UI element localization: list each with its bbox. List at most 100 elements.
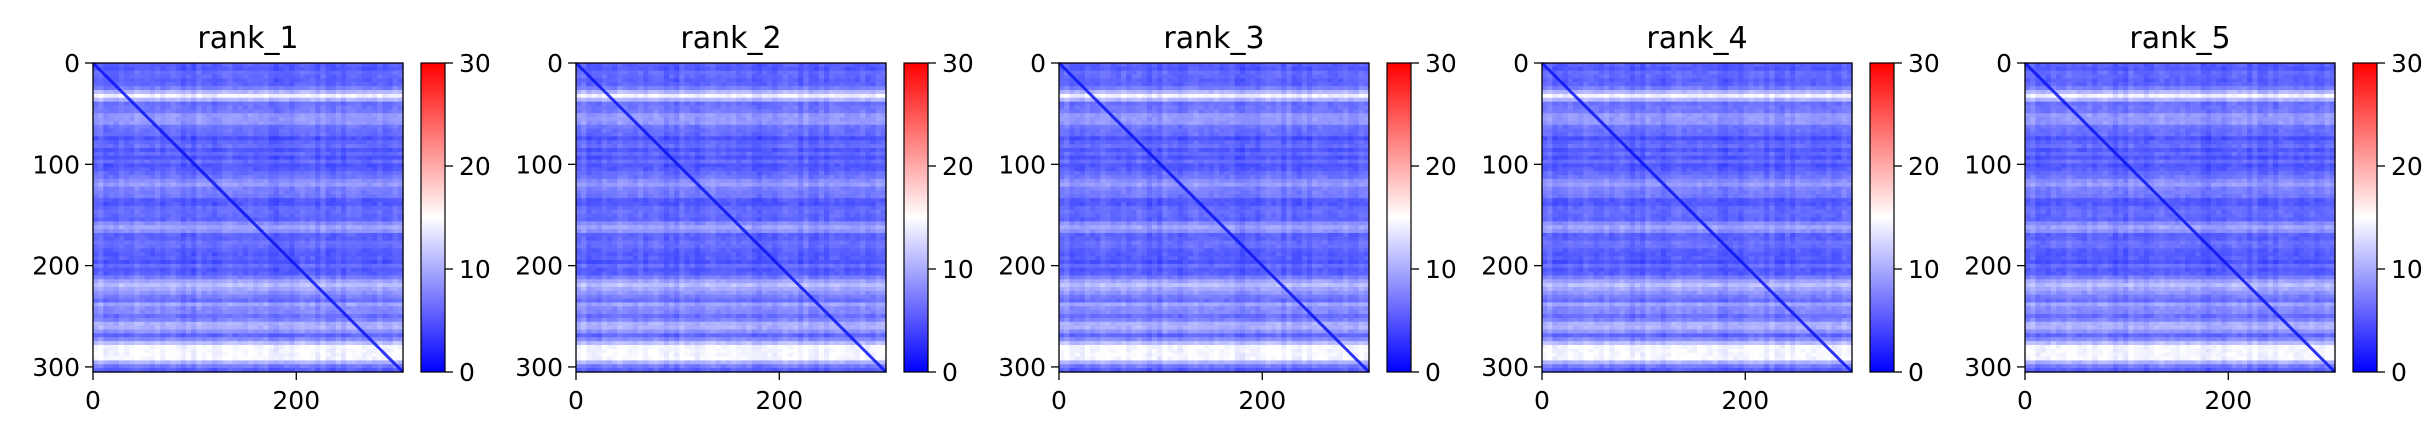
heatmap-cell [269,295,275,299]
heatmap-cell [253,121,259,125]
heatmap-cell [351,314,357,318]
heatmap-cell [165,125,171,129]
heatmap-cell [300,125,306,129]
heatmap-cell [248,225,254,229]
heatmap-cell [326,98,332,102]
heatmap-cell [140,252,146,256]
heatmap-cell [212,194,218,198]
heatmap-cell [300,121,306,125]
heatmap-cell [150,160,156,164]
heatmap-cell [258,152,264,156]
heatmap-cell [367,353,373,357]
heatmap-cell [305,345,311,349]
heatmap-cell [289,71,295,75]
heatmap-cell [109,330,115,334]
heatmap-cell [140,264,146,268]
heatmap-cell [176,78,182,82]
heatmap-cell [176,86,182,90]
heatmap-cell [326,260,332,264]
heatmap-cell [233,272,239,276]
heatmap-cell [93,330,99,334]
heatmap-panel: rank_10 2000100200300 0102030 [32,21,491,415]
heatmap-cell [222,160,228,164]
heatmap-cell [382,94,388,98]
heatmap-cell [248,133,254,137]
heatmap-cell [341,245,347,249]
heatmap-cell [160,194,166,198]
heatmap-cell [357,275,363,279]
heatmap-cell [377,330,383,334]
heatmap-cell [119,113,125,117]
heatmap-cell [372,272,378,276]
heatmap-cell [217,283,223,287]
heatmap-cell [326,248,332,252]
heatmap-cell [654,71,660,75]
heatmap-cell [217,341,223,345]
heatmap-cell [341,167,347,171]
heatmap-cell [300,260,306,264]
heatmap-cell [217,330,223,334]
heatmap-cell [181,349,187,353]
heatmap-cell [124,171,130,175]
heatmap-cell [181,299,187,303]
heatmap-cell [279,144,285,148]
heatmap-cell [186,299,192,303]
heatmap-cell [279,287,285,291]
heatmap-cell [129,333,135,337]
heatmap-cell [388,306,394,310]
heatmap-cell [336,140,342,144]
heatmap-cell [238,245,244,249]
heatmap-cell [388,283,394,287]
heatmap-cell [129,314,135,318]
heatmap-cell [253,241,259,245]
heatmap-cell [393,326,399,330]
heatmap-cell [222,67,228,71]
heatmap-cell [124,349,130,353]
heatmap-cell [207,202,213,206]
heatmap-cell [274,175,280,179]
heatmap-cell [160,252,166,256]
heatmap-cell [196,105,202,109]
heatmap-cell [320,183,326,187]
heatmap-cell [300,229,306,233]
heatmap-cell [315,206,321,210]
heatmap-cell [274,90,280,94]
heatmap-cell [326,67,332,71]
heatmap-cell [124,318,130,322]
heatmap-cell [295,163,301,167]
heatmap-cell [341,233,347,237]
heatmap-cell [129,291,135,295]
heatmap-cell [212,353,218,357]
heatmap-cell [284,264,290,268]
heatmap-cell [315,210,321,214]
heatmap-cell [171,125,177,129]
heatmap-cell [103,86,109,90]
heatmap-cell [160,341,166,345]
heatmap-cell [372,140,378,144]
heatmap-cell [367,206,373,210]
heatmap-cell [341,299,347,303]
heatmap-cell [351,357,357,361]
heatmap-cell [289,210,295,214]
heatmap-cell [372,113,378,117]
heatmap-cell [181,272,187,276]
heatmap-cell [341,175,347,179]
heatmap-cell [331,295,337,299]
heatmap-cell [377,206,383,210]
heatmap-cell [160,357,166,361]
heatmap-cell [253,210,259,214]
heatmap-cell [300,98,306,102]
heatmap-cell [238,202,244,206]
heatmap-cell [695,63,701,67]
heatmap-cell [171,86,177,90]
heatmap-cell [264,330,270,334]
heatmap-cell [336,214,342,218]
heatmap-cell [119,272,125,276]
heatmap-cell [222,75,228,79]
heatmap-cell [124,256,130,260]
heatmap-cell [310,102,316,106]
heatmap-cell [295,357,301,361]
heatmap-cell [98,272,104,276]
heatmap-cell [93,82,99,86]
heatmap-cell [227,140,233,144]
